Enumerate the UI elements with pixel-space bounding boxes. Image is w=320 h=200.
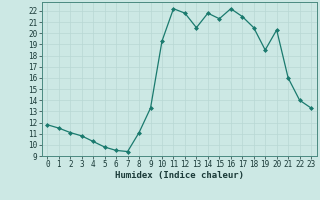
X-axis label: Humidex (Indice chaleur): Humidex (Indice chaleur) (115, 171, 244, 180)
